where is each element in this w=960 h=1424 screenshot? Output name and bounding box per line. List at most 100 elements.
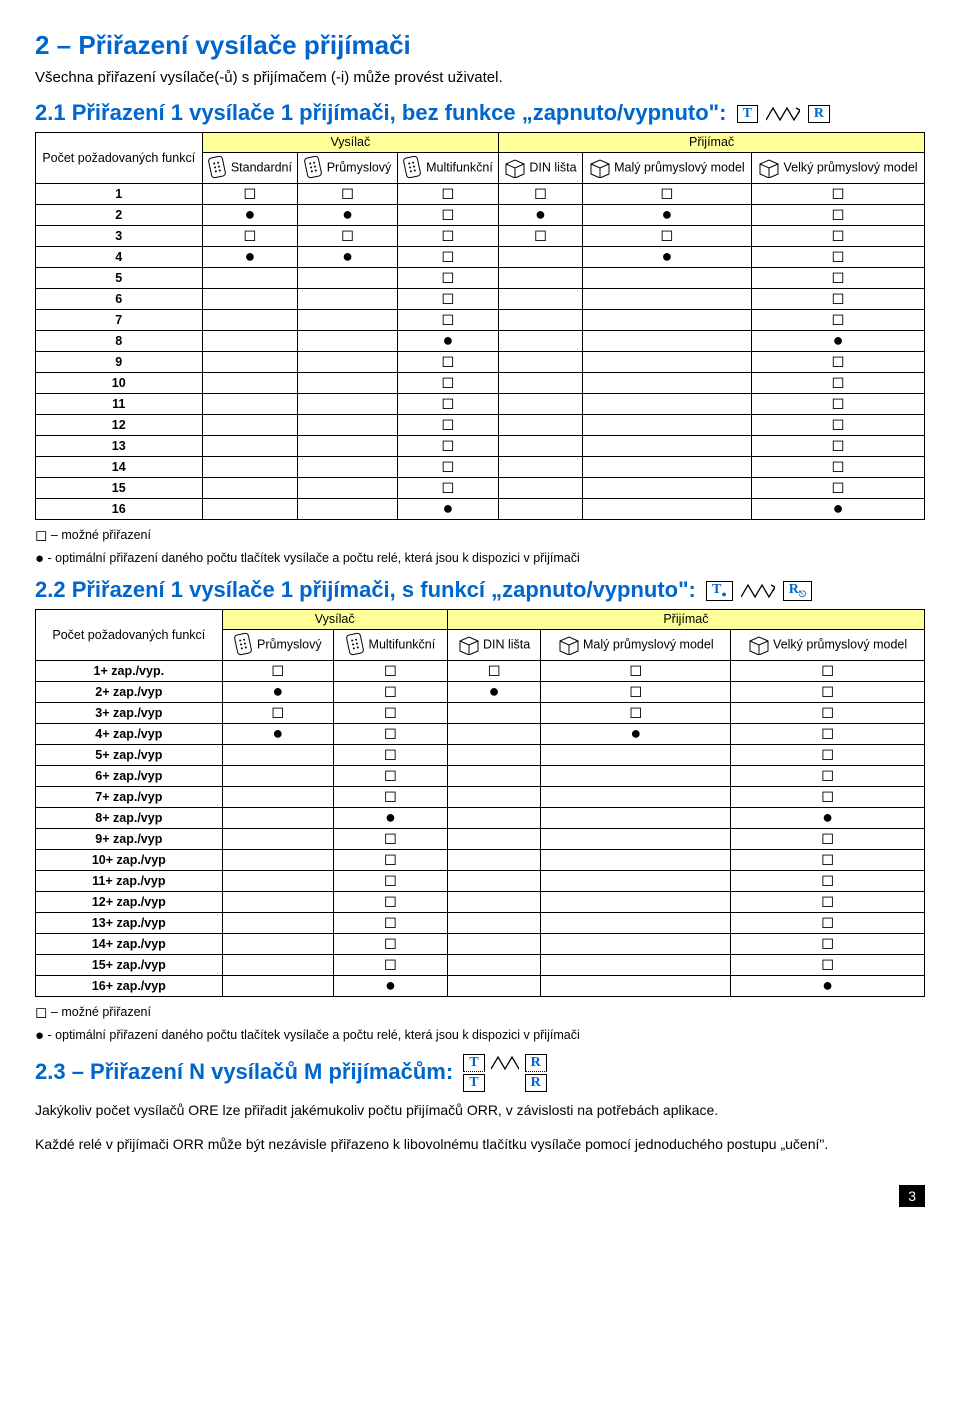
table-row: 7+ zap./vyp◻◻: [36, 787, 925, 808]
cell: ◻: [397, 394, 499, 415]
table-row: 12◻◻: [36, 415, 925, 436]
col-maly: Malý průmyslový model: [582, 153, 751, 184]
cell: [582, 499, 751, 520]
cell: ◻: [541, 682, 731, 703]
row-num: 4: [36, 247, 203, 268]
col-funkci-22: Počet požadovaných funkcí: [36, 610, 223, 661]
cell: ●: [298, 205, 397, 226]
table-row: 10+ zap./vyp◻◻: [36, 850, 925, 871]
cell: [298, 436, 397, 457]
cell: ◻: [731, 724, 925, 745]
cell: ◻: [397, 247, 499, 268]
cell: ●: [731, 976, 925, 997]
cell: ◻: [333, 913, 447, 934]
cell: [202, 457, 298, 478]
cell: [447, 724, 541, 745]
cell: ◻: [333, 766, 447, 787]
cell: [447, 787, 541, 808]
row-num: 6: [36, 289, 203, 310]
row-num: 10: [36, 373, 203, 394]
cell: [202, 268, 298, 289]
cell: [298, 478, 397, 499]
table-row: 1◻◻◻◻◻◻: [36, 184, 925, 205]
cell: [499, 457, 583, 478]
cell: [541, 787, 731, 808]
cell: [541, 829, 731, 850]
cell: ◻: [731, 913, 925, 934]
cell: [202, 373, 298, 394]
table-21: Počet požadovaných funkcí Vysílač Přijím…: [35, 132, 925, 520]
cell: ◻: [333, 787, 447, 808]
cell: [222, 745, 333, 766]
cell: [499, 373, 583, 394]
cell: ●: [333, 808, 447, 829]
col-multifunkcni-22: Multifunkční: [333, 630, 447, 661]
row-num: 12+ zap./vyp: [36, 892, 223, 913]
cell: [202, 289, 298, 310]
cell: [202, 394, 298, 415]
row-num: 13: [36, 436, 203, 457]
cell: ◻: [731, 934, 925, 955]
cell: [222, 913, 333, 934]
table-row: 1+ zap./vyp.◻◻◻◻◻: [36, 661, 925, 682]
cell: ●: [582, 247, 751, 268]
table-row: 4+ zap./vyp●◻●◻: [36, 724, 925, 745]
cell: [202, 310, 298, 331]
table-row: 15◻◻: [36, 478, 925, 499]
cell: ◻: [541, 703, 731, 724]
col-velky: Velký průmyslový model: [752, 153, 925, 184]
cell: [541, 871, 731, 892]
col-vysilac: Vysílač: [202, 133, 499, 153]
row-num: 15: [36, 478, 203, 499]
cell: ●: [222, 682, 333, 703]
row-num: 16+ zap./vyp: [36, 976, 223, 997]
cell: [222, 892, 333, 913]
cell: ◻: [397, 478, 499, 499]
row-num: 10+ zap./vyp: [36, 850, 223, 871]
cell: [499, 352, 583, 373]
cell: [202, 415, 298, 436]
cell: [541, 850, 731, 871]
cell: [222, 850, 333, 871]
cell: [499, 499, 583, 520]
cell: ◻: [333, 892, 447, 913]
cell: ◻: [397, 352, 499, 373]
cell: [541, 955, 731, 976]
table-row: 7◻◻: [36, 310, 925, 331]
cell: [202, 436, 298, 457]
cell: [447, 892, 541, 913]
table-row: 15+ zap./vyp◻◻: [36, 955, 925, 976]
row-num: 8+ zap./vyp: [36, 808, 223, 829]
cell: [582, 331, 751, 352]
cell: ◻: [731, 892, 925, 913]
cell: ●: [582, 205, 751, 226]
cell: ◻: [582, 226, 751, 247]
row-num: 1+ zap./vyp.: [36, 661, 223, 682]
cell: [499, 415, 583, 436]
table-row: 2+ zap./vyp●◻●◻◻: [36, 682, 925, 703]
row-num: 16: [36, 499, 203, 520]
table-row: 5+ zap./vyp◻◻: [36, 745, 925, 766]
cell: [499, 247, 583, 268]
cell: ◻: [397, 373, 499, 394]
cell: [447, 703, 541, 724]
cell: ◻: [333, 661, 447, 682]
cell: [582, 268, 751, 289]
cell: ◻: [582, 184, 751, 205]
zigzag-icon: [491, 1055, 519, 1071]
cell: [447, 829, 541, 850]
cell: ●: [202, 247, 298, 268]
row-num: 14+ zap./vyp: [36, 934, 223, 955]
cell: [499, 268, 583, 289]
col-standardni: Standardní: [202, 153, 298, 184]
row-num: 5+ zap./vyp: [36, 745, 223, 766]
page-number: 3: [35, 1185, 925, 1207]
cell: [499, 289, 583, 310]
cell: ●: [499, 205, 583, 226]
table-row: 13+ zap./vyp◻◻: [36, 913, 925, 934]
cell: ◻: [752, 247, 925, 268]
cell: ◻: [333, 724, 447, 745]
heading-22-text: 2.2 Přiřazení 1 vysílače 1 přijímači, s …: [35, 577, 696, 602]
col-multifunkcni: Multifunkční: [397, 153, 499, 184]
row-num: 3: [36, 226, 203, 247]
